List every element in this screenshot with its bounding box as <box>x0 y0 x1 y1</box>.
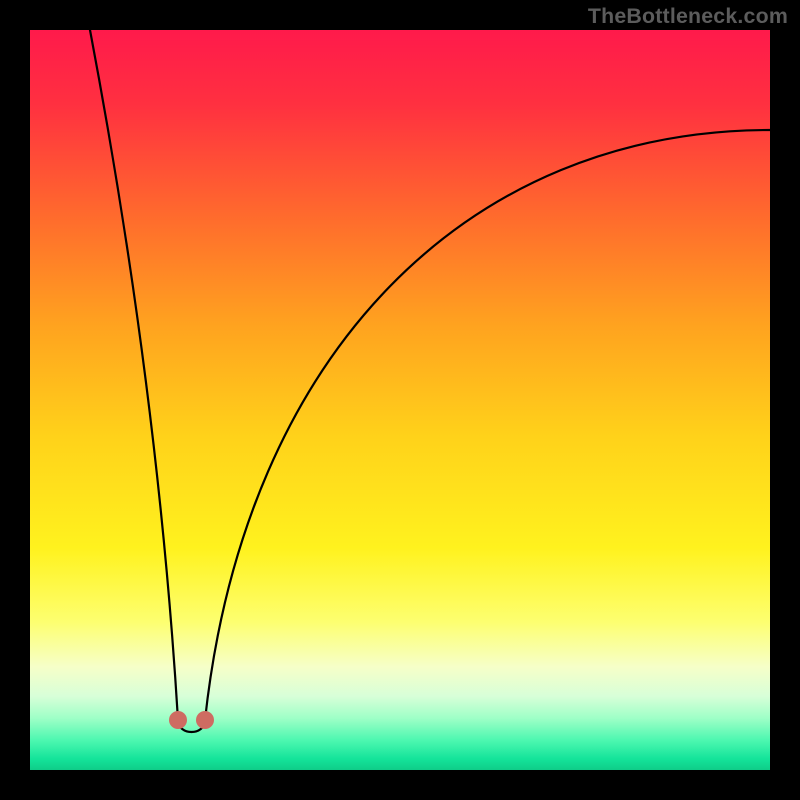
watermark-text: TheBottleneck.com <box>588 4 788 29</box>
min-dot-right <box>196 711 214 729</box>
bottleneck-curve <box>90 30 770 732</box>
curve-layer <box>30 30 770 770</box>
min-dot-left <box>169 711 187 729</box>
chart-frame: TheBottleneck.com <box>0 0 800 800</box>
plot-area <box>30 30 770 770</box>
